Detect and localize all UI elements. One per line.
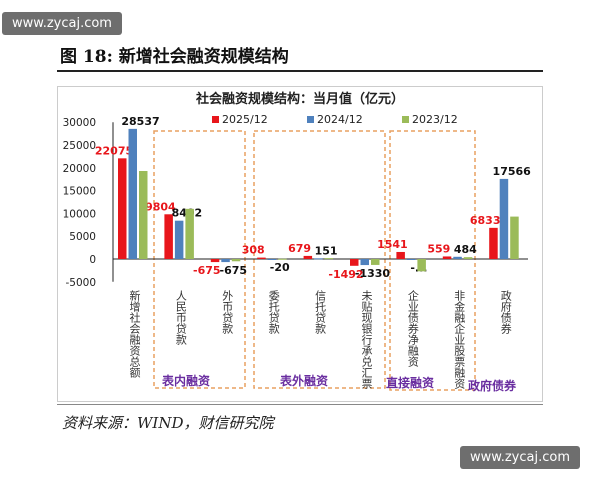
data-label: 28537 (121, 115, 159, 128)
group-label-off-balance: 表外融资 (280, 374, 329, 388)
bar (314, 258, 323, 260)
title-rule (57, 70, 543, 72)
figure-title: 图 18: 新增社会融资规模结构 (60, 47, 289, 67)
data-label: -20 (270, 261, 290, 274)
data-label: 6833 (470, 214, 501, 227)
group-label-government: 政府债券 (468, 379, 517, 393)
x-tick-label: 委托贷款 (267, 290, 281, 334)
x-tick-label: 未贴现银行承兑汇票 (360, 290, 373, 389)
chart-frame (57, 86, 543, 402)
bar (164, 214, 173, 259)
bar (350, 259, 359, 266)
x-tick-label: 企业债券净融资 (406, 290, 420, 367)
bar (510, 216, 519, 259)
data-label: -1330 (355, 267, 391, 280)
data-label: 484 (454, 243, 477, 256)
legend-swatch (307, 116, 314, 123)
bar (360, 259, 369, 266)
bar (118, 158, 127, 259)
bar (417, 259, 426, 272)
legend-label: 2023/12 (412, 113, 458, 126)
data-label: 22075 (95, 144, 133, 157)
x-tick-label: 人民币贷款 (174, 290, 188, 345)
y-tick-label: 15000 (63, 186, 96, 198)
data-label: 151 (315, 244, 338, 257)
bar (303, 255, 313, 259)
data-label: 17566 (493, 165, 532, 178)
x-tick-label: 信托贷款 (313, 290, 327, 334)
bar (406, 259, 416, 260)
x-tick-label: 非金融企业股票融资 (452, 290, 466, 389)
bottom-rule (57, 404, 543, 405)
legend-swatch (212, 116, 219, 123)
data-label: -1492 (328, 268, 363, 281)
data-label: 1541 (377, 238, 408, 251)
bar (371, 259, 380, 265)
bar (221, 259, 230, 263)
bar (324, 258, 334, 260)
bar (489, 227, 498, 259)
bar (257, 257, 266, 259)
bar (442, 256, 452, 259)
group-box (389, 130, 476, 391)
bar (139, 170, 148, 259)
bar (278, 258, 287, 260)
data-label: 308 (242, 244, 265, 257)
data-label: 559 (427, 242, 450, 255)
legend-label: 2025/12 (222, 113, 268, 126)
y-tick-label: 20000 (63, 163, 96, 175)
group-label-direct: 直接融资 (386, 376, 435, 390)
bar (396, 251, 405, 259)
bar (185, 208, 194, 259)
data-label: 9804 (145, 200, 176, 213)
group-label-on-balance: 表内融资 (162, 374, 211, 388)
watermark-bottom: www.zycaj.com (460, 446, 580, 469)
y-tick-label: 30000 (63, 117, 96, 129)
data-label: 679 (288, 242, 311, 255)
bar (210, 259, 220, 263)
chart-title: 社会融资规模结构：当月值（亿元） (195, 91, 404, 107)
x-tick-label: 外币贷款 (220, 290, 234, 334)
bar (128, 128, 137, 259)
y-tick-label: 5000 (69, 231, 96, 243)
bar (499, 178, 509, 259)
y-tick-label: 0 (89, 254, 96, 266)
watermark-top: www.zycaj.com (2, 12, 122, 35)
y-tick-label: 25000 (63, 140, 96, 152)
data-label: -675 (220, 264, 248, 277)
bar (174, 220, 184, 259)
y-tick-label: 10000 (63, 208, 96, 220)
data-label: -675 (193, 264, 221, 277)
legend-swatch (402, 116, 409, 123)
bar (453, 256, 462, 259)
x-tick-label: 新增社会融资总额 (128, 290, 141, 378)
bar (463, 257, 473, 259)
y-tick-label: -5000 (65, 277, 96, 289)
bar (267, 259, 277, 260)
bar (231, 259, 241, 262)
legend-label: 2024/12 (317, 113, 363, 126)
x-tick-label: 政府债券 (499, 290, 513, 334)
source-note: 资料来源：WIND，财信研究院 (62, 414, 274, 432)
